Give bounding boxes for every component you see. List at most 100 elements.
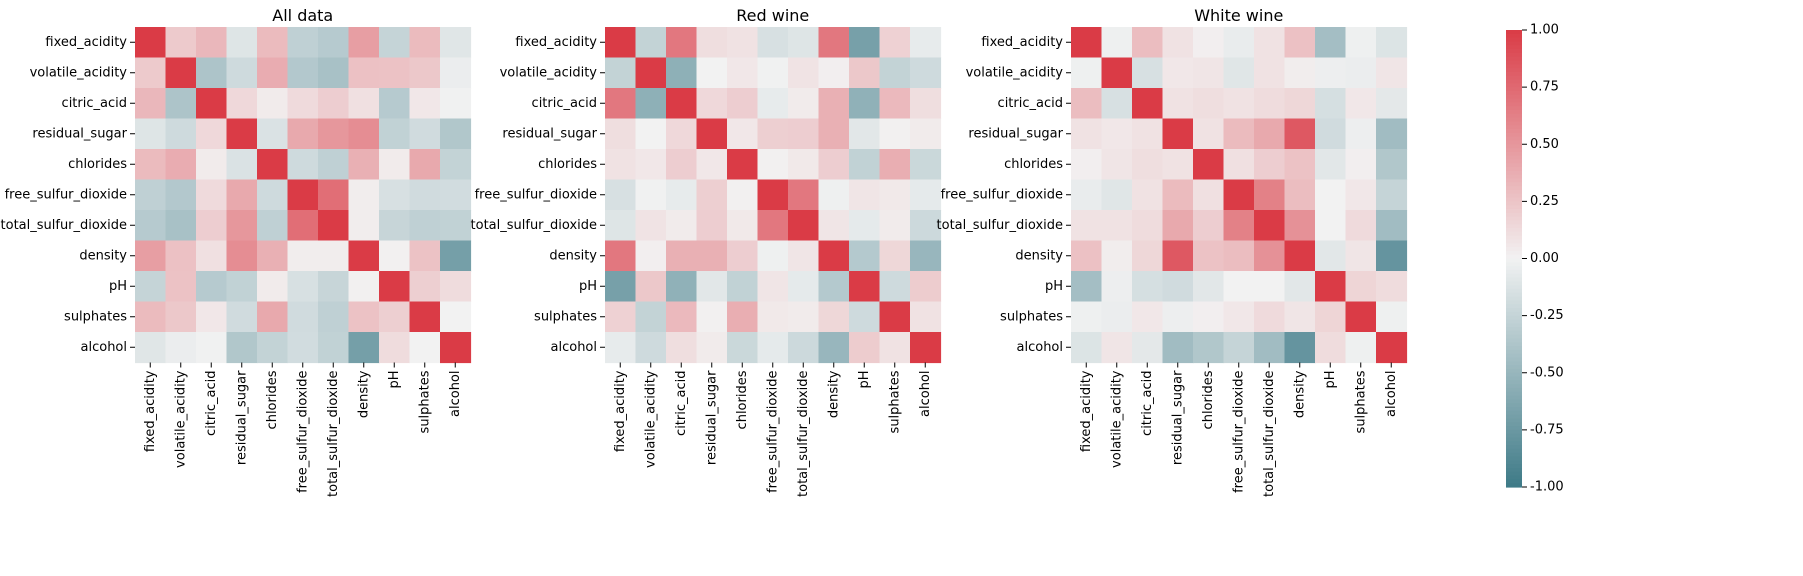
heatmap-cell [440,240,472,272]
heatmap-cell [1254,240,1286,272]
x-tick-label: free_sulfur_dioxide [1231,370,1246,492]
heatmap-cell [1315,332,1347,364]
heatmap-cell [409,118,441,150]
colorbar-segment [1506,376,1522,381]
colorbar-segment [1506,452,1522,458]
heatmap-cell [1071,118,1103,150]
x-tick-label: chlorides [1201,370,1216,429]
heatmap-cell [757,332,789,364]
colorbar-segment [1506,140,1522,145]
heatmap-cell [348,27,380,59]
heatmap-cell [1315,179,1347,211]
x-tick-label: volatile_acidity [643,370,658,468]
colorbar-segment [1506,52,1522,58]
heatmap-cell [605,240,637,272]
colorbar-segment [1506,178,1522,183]
colorbar-segment [1506,296,1522,301]
colorbar-segment [1506,372,1522,378]
heatmap-cell [409,210,441,242]
heatmap-cell [1345,271,1377,303]
heatmap-cell [1315,118,1347,150]
heatmap-cell [1223,332,1255,364]
heatmap-cell [379,301,411,333]
heatmap-cell [379,179,411,211]
colorbar-segment [1506,121,1522,126]
heatmap-cell [165,210,197,242]
heatmap-cell [409,240,441,272]
colorbar-segment [1506,330,1522,336]
heatmap-cell [879,27,911,59]
colorbar-segment [1506,391,1522,397]
heatmap-cell [257,27,289,59]
heatmap-panels: All datafixed_acidityvolatile_aciditycit… [1,6,1408,497]
heatmap-cell [409,271,441,303]
colorbar-segment [1506,129,1522,134]
heatmap-cell [1193,210,1225,242]
heatmap-cell [727,271,759,303]
colorbar-segment [1506,235,1522,241]
heatmap-cell [1132,149,1164,181]
colorbar-segment [1506,182,1522,187]
heatmap-cell [1223,27,1255,59]
heatmap-cell [1162,118,1194,150]
heatmap-cell [910,27,942,59]
heatmap-cell [1223,118,1255,150]
heatmap-cell [379,27,411,59]
heatmap-cell [1315,88,1347,120]
heatmap-cell [318,332,350,364]
colorbar-tick-label: -0.50 [1530,365,1564,380]
colorbar-segment [1506,281,1522,286]
y-tick-label: sulphates [534,309,597,324]
colorbar-tick-label: 0.25 [1530,194,1559,209]
heatmap-cell [1254,210,1286,242]
heatmap-cell [910,240,942,272]
colorbar-segment [1506,258,1522,263]
y-tick-label: density [549,248,597,263]
x-tick-label: pH [1323,371,1338,389]
colorbar-segment [1506,87,1522,92]
heatmap-cell [1132,118,1164,150]
colorbar-segment [1506,155,1522,161]
colorbar-segment [1506,365,1522,370]
colorbar-segment [1506,151,1522,157]
heatmap-cell [318,118,350,150]
colorbar-segment [1506,410,1522,416]
heatmap-cell [379,240,411,272]
heatmap-cell [1376,210,1408,242]
heatmap-cell [1315,149,1347,181]
heatmap-cell [1223,240,1255,272]
colorbar-segment [1506,79,1522,84]
colorbar-segment [1506,288,1522,294]
heatmap-cell [1101,332,1133,364]
heatmap-cell [849,179,881,211]
heatmap-cell [1132,57,1164,89]
colorbar-segment [1506,45,1522,50]
heatmap-cell [666,271,698,303]
heatmap-cell [1345,149,1377,181]
colorbar-segment [1506,357,1522,362]
heatmap-cell [818,27,850,59]
y-tick-label: citric_acid [998,96,1063,111]
heatmap-cell [165,118,197,150]
heatmap-cell [1315,57,1347,89]
heatmap-cell [1315,210,1347,242]
heatmap-cell [1376,240,1408,272]
x-tick-label: residual_sugar [1170,370,1185,465]
heatmap-cell [165,301,197,333]
heatmap-cell [1284,118,1316,150]
heatmap-cell [1162,179,1194,211]
colorbar-segment [1506,132,1522,138]
colorbar-segment [1506,186,1522,191]
heatmap-cell [818,149,850,181]
heatmap-cell [1376,27,1408,59]
heatmap-cell [196,179,228,211]
heatmap-cell [910,88,942,120]
heatmap-cell [1345,88,1377,120]
heatmap-cell [1345,301,1377,333]
x-tick-label: density [356,370,371,418]
colorbar-segment [1506,422,1522,427]
y-tick-label: chlorides [538,157,597,172]
colorbar-segment [1506,304,1522,309]
panel-title: White wine [1194,6,1283,25]
